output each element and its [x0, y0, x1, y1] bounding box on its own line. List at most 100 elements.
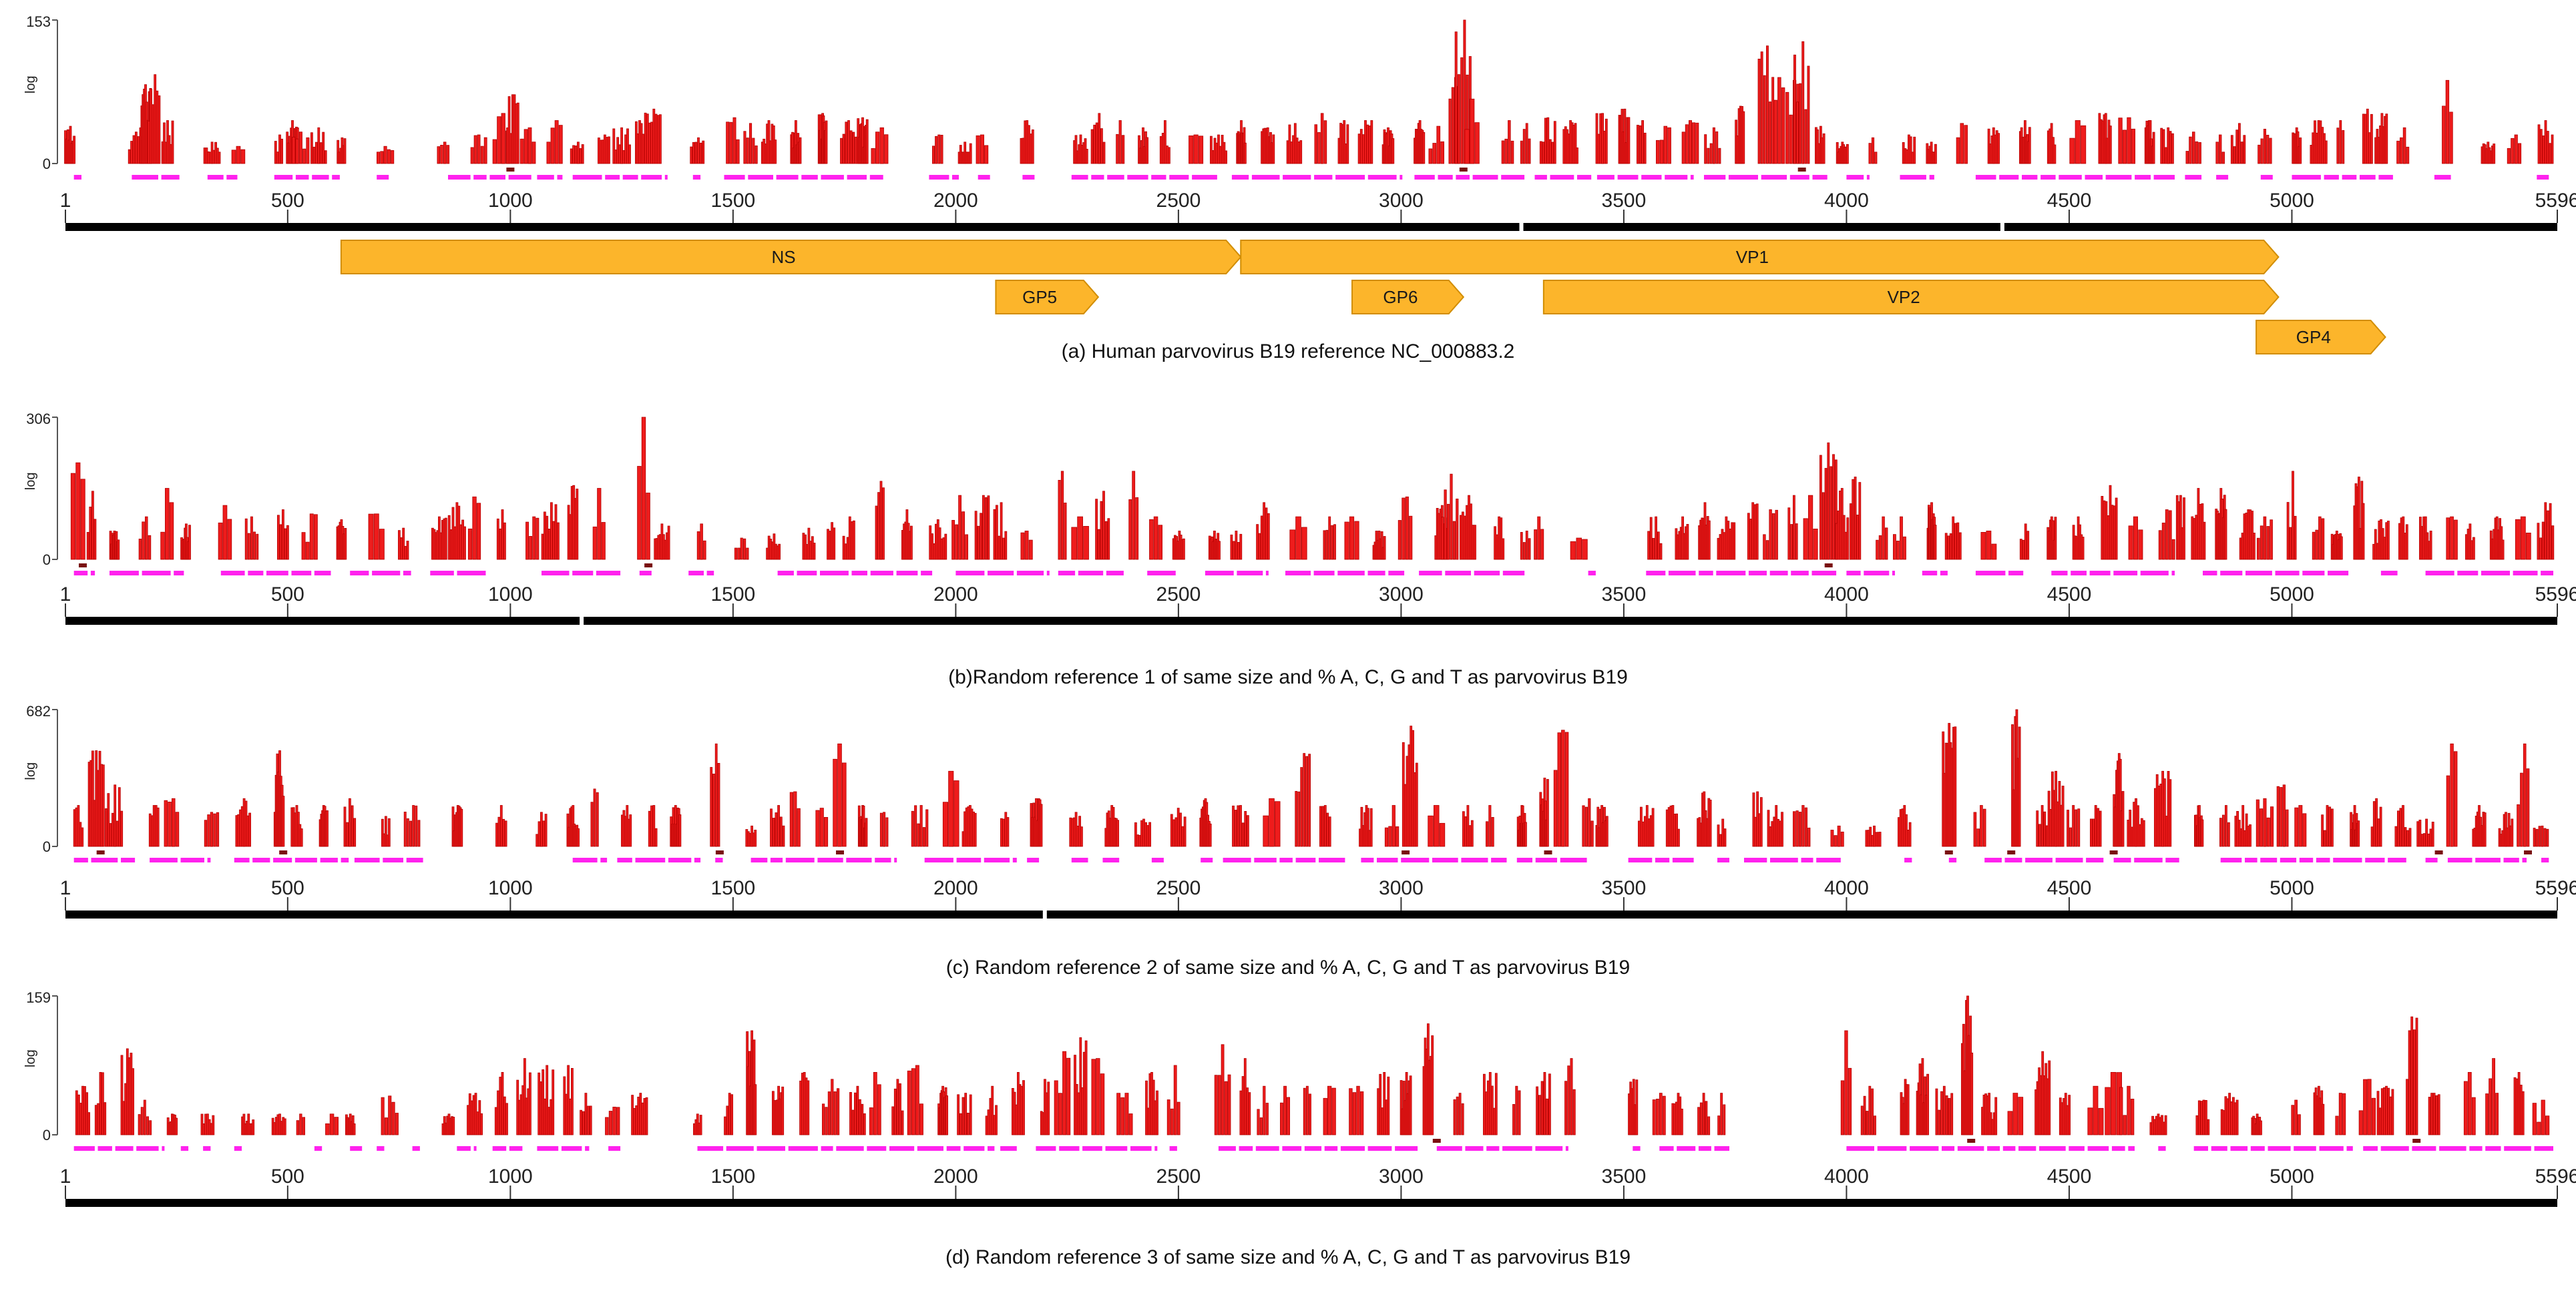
read-segment: [509, 1146, 523, 1151]
coverage-bar: [2111, 505, 2114, 560]
coverage-bar: [1940, 1091, 1943, 1135]
coverage-island: [2336, 120, 2345, 164]
coverage-bar: [772, 818, 775, 847]
coverage-bar: [642, 134, 644, 164]
coverage-island: [2335, 1093, 2346, 1135]
coverage-bar: [2115, 497, 2118, 560]
coverage-bar: [622, 150, 625, 164]
coverage-island: [1159, 120, 1170, 164]
read-segment: [1192, 175, 1217, 180]
coverage-bar: [480, 1113, 483, 1135]
coverage-bar: [853, 520, 855, 560]
coverage-bar: [1031, 129, 1034, 164]
read-segment: [150, 858, 178, 862]
coverage-island: [710, 743, 720, 847]
coverage-island: [2350, 805, 2360, 847]
coverage-bar: [842, 134, 845, 164]
coverage-bar: [322, 132, 325, 164]
coverage-bar: [833, 758, 837, 847]
coverage-island: [1697, 1093, 1711, 1135]
coverage-island: [743, 123, 758, 164]
coverage-bar: [398, 530, 401, 560]
read-segment: [697, 1146, 724, 1151]
read-segment: [73, 175, 81, 180]
coverage-bar: [1102, 142, 1106, 164]
coverage-bar: [2081, 125, 2087, 164]
coverage-bar: [130, 141, 134, 164]
coverage-bar: [89, 507, 92, 560]
read-segment: [2439, 1146, 2466, 1151]
coverage-bar: [2406, 830, 2409, 847]
coverage-bar: [2368, 132, 2371, 164]
coverage-bar: [2007, 1111, 2013, 1135]
coverage-bar: [587, 1105, 590, 1135]
coverage-bar: [2202, 1099, 2205, 1135]
coverage-island: [546, 120, 563, 164]
gene-label: VP1: [1736, 247, 1769, 267]
coverage-island: [1628, 1079, 1639, 1135]
read-segment: [1205, 571, 1234, 575]
coverage-island: [2394, 805, 2412, 847]
coverage-island: [1428, 805, 1446, 847]
coverage-bar: [353, 1123, 356, 1135]
coverage-bar: [919, 805, 923, 847]
coverage-bar: [2389, 1096, 2392, 1135]
coverage-bar: [1537, 516, 1541, 560]
coverage-island: [1868, 137, 1878, 164]
coverage-bar: [281, 509, 284, 560]
coverage-bar: [1433, 805, 1440, 847]
read-segment: [383, 858, 403, 862]
coverage-bar: [775, 812, 778, 847]
coverage-bar: [1801, 805, 1805, 847]
coverage-bar: [2483, 812, 2487, 847]
coverage-island: [1020, 120, 1034, 164]
coverage-island: [1232, 805, 1249, 847]
coverage-bar: [2402, 127, 2406, 164]
read-segment: [2051, 571, 2068, 575]
x-axis-segment: [65, 223, 1520, 231]
coverage-bar: [601, 522, 606, 560]
coverage-bar: [164, 800, 168, 847]
coverage-bar: [1539, 141, 1542, 164]
read-segment: [1106, 571, 1124, 575]
read-segment: [2380, 1146, 2409, 1151]
coverage-bar: [1146, 137, 1148, 164]
coverage-island: [976, 134, 989, 164]
coverage-bar: [213, 813, 216, 847]
coverage-bar: [726, 1105, 729, 1135]
coverage-bar: [2532, 1103, 2537, 1135]
coverage-island: [1860, 1085, 1876, 1135]
coverage-island: [441, 1113, 455, 1135]
coverage-bar: [343, 138, 347, 164]
coverage-island: [1058, 471, 1067, 560]
coverage-bar: [1323, 530, 1326, 560]
coverage-bar: [2517, 1072, 2521, 1135]
coverage-island: [2059, 1093, 2071, 1135]
coverage-bar: [284, 528, 287, 560]
coverage-bar: [1064, 503, 1067, 560]
coverage-bar: [1395, 826, 1400, 847]
gene-ns: NS: [340, 240, 1242, 274]
coverage-island: [2396, 127, 2410, 164]
coverage-bar: [501, 113, 505, 164]
read-segment: [757, 1146, 785, 1151]
read-segment: [2220, 858, 2242, 862]
coverage-bar: [1731, 522, 1734, 560]
coverage-bar: [1712, 127, 1715, 164]
coverage-bar: [964, 1093, 968, 1135]
coverage-bar: [1466, 805, 1470, 847]
coverage-island: [120, 1048, 135, 1135]
coverage-island: [993, 502, 1008, 560]
coverage-bar: [1719, 834, 1722, 847]
coverage-bar: [314, 142, 318, 164]
coverage-bar: [1874, 152, 1878, 164]
coverage-bar: [911, 810, 914, 847]
coverage-bar: [961, 511, 965, 560]
coverage-bar: [1457, 74, 1460, 164]
coverage-bar: [451, 507, 455, 560]
read-segment: [1151, 175, 1166, 180]
coverage-bar: [2164, 147, 2167, 164]
coverage-island: [2330, 531, 2343, 560]
x-tick-label: 2500: [1156, 583, 1201, 605]
